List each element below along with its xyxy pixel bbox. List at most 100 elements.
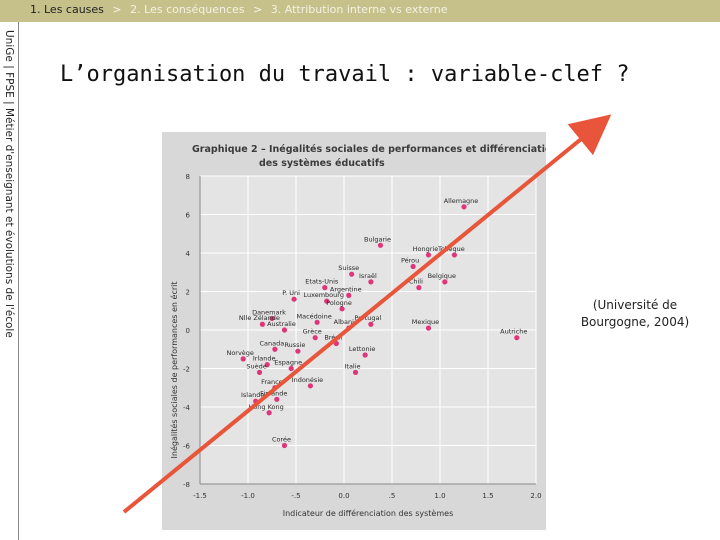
data-point [352, 369, 359, 375]
data-point-label: Italie [344, 362, 360, 370]
data-point-label: Lettonie [349, 345, 376, 353]
data-point [451, 252, 457, 258]
x-tick-label: 2.0 [530, 492, 541, 500]
y-tick-label: -4 [183, 404, 191, 412]
data-point-label: Suède [246, 362, 266, 370]
data-point [346, 325, 352, 331]
data-point [256, 369, 263, 375]
slide-title: L’organisation du travail : variable-cle… [60, 62, 630, 87]
x-tick-label: 0.0 [338, 492, 349, 500]
data-point-label: Bulgarie [364, 235, 391, 243]
x-tick-label: 1.5 [482, 492, 493, 500]
data-point-label: Israël [359, 272, 377, 280]
data-point [322, 285, 328, 291]
x-axis-label: Indicateur de différenciation des systèm… [283, 508, 454, 518]
data-point-label: Indonésie [292, 376, 323, 384]
data-point-label: Espagne [274, 359, 302, 367]
data-point [362, 352, 368, 358]
x-tick-label: -.5 [291, 492, 300, 500]
y-tick-label: -8 [183, 481, 190, 489]
data-point [259, 321, 265, 327]
data-point [377, 242, 384, 248]
data-point-label: Corée [272, 436, 291, 444]
sidebar [0, 22, 18, 540]
data-point [295, 348, 301, 354]
chart-figure: -1.5 -1.0 -.5 0.0 .5 1.0 1.5 2.0 8 6 4 2 0 -2 -4 -6 -8 Gr… [162, 132, 546, 530]
breadcrumb-item-attribution[interactable]: 3. Attribution interne vs externe [270, 3, 448, 16]
data-point [349, 271, 355, 277]
breadcrumb-item-causes[interactable]: 1. Les causes [30, 3, 104, 16]
slide-caption: (Université de Bourgogne, 2004) [580, 298, 690, 329]
data-point [281, 442, 288, 449]
data-point-label: Norvège [226, 349, 253, 357]
data-point [425, 325, 432, 331]
y-axis-label: Inégalités sociales de performances en é… [169, 282, 179, 459]
data-point-label: Russie [284, 341, 305, 349]
top-navigation-bar: 1. Les causes > 2. Les conséquences > 3.… [0, 0, 720, 22]
chart-title: Graphique 2 – Inégalités sociales de per… [192, 144, 546, 155]
breadcrumb: 1. Les causes > 2. Les conséquences > 3.… [30, 3, 447, 16]
data-point [272, 346, 278, 352]
data-point [416, 285, 422, 291]
data-point [339, 306, 345, 312]
data-point [274, 396, 280, 402]
y-tick-label: 8 [186, 173, 190, 181]
data-point-label: Suisse [338, 264, 359, 272]
data-point [346, 292, 352, 298]
y-tick-label: 0 [186, 327, 190, 335]
breadcrumb-item-consequences[interactable]: 2. Les conséquences [130, 3, 245, 16]
sidebar-divider [18, 22, 19, 540]
x-tick-label: -1.0 [241, 492, 255, 500]
sidebar-text: UniGe | FPSE | Métier d'enseignant et év… [3, 30, 15, 338]
data-point-label: Chili [409, 278, 423, 286]
data-point-label: Autriche [500, 328, 527, 336]
data-point-label: France [261, 378, 283, 386]
chart-title-line2: des systèmes éducatifs [259, 158, 385, 169]
data-point-label: Macédoine [297, 312, 332, 320]
data-point [266, 410, 272, 416]
data-point [425, 252, 432, 258]
y-tick-label: 4 [186, 250, 191, 258]
data-point [410, 263, 416, 270]
data-point-label: Allemagne [444, 197, 479, 205]
data-point [442, 279, 448, 285]
data-point [307, 383, 313, 389]
data-point-label: Finlande [260, 389, 287, 397]
data-point [240, 356, 246, 362]
y-tick-label: -2 [183, 366, 190, 374]
data-point-label: Portugal [354, 314, 381, 322]
x-tick-label: .5 [389, 492, 396, 500]
data-point-label: P. Uni [282, 289, 300, 297]
x-tick-label: -1.5 [193, 492, 207, 500]
data-point-label: Hong Kong [248, 403, 283, 411]
breadcrumb-separator: > [253, 3, 263, 16]
y-tick-label: 2 [186, 289, 190, 297]
data-point [288, 365, 294, 372]
data-point-label: Belgique [428, 272, 456, 280]
data-point [314, 319, 320, 325]
data-point-label: Tchèque [437, 245, 465, 253]
data-point-label: Canada [260, 339, 285, 347]
breadcrumb-separator: > [112, 3, 122, 16]
data-point-label: Pérou [401, 256, 419, 264]
data-point [514, 335, 520, 341]
data-point-label: Australie [267, 320, 296, 328]
data-point [368, 279, 374, 285]
data-point-label: Brésil [324, 333, 342, 341]
data-point [291, 296, 297, 302]
x-tick-label: 1.0 [434, 492, 445, 500]
data-point-label: Hongrie [413, 245, 439, 253]
data-point [281, 327, 288, 333]
y-tick-label: 6 [186, 212, 191, 220]
scatter-chart: -1.5 -1.0 -.5 0.0 .5 1.0 1.5 2.0 8 6 4 2 0 -2 -4 -6 -8 Gr… [169, 144, 546, 518]
data-point [368, 321, 374, 327]
data-point-label: Grèce [303, 328, 322, 336]
data-point [312, 335, 318, 341]
sidebar-label: UniGe | FPSE | Métier d'enseignant et év… [1, 30, 17, 350]
y-tick-label: -6 [183, 443, 191, 451]
data-point-label: Mexique [412, 318, 439, 326]
data-point-label: Albanie [334, 318, 358, 326]
data-point-label: Argentine [330, 285, 362, 293]
data-point-label: Pologne [326, 299, 352, 307]
data-point [333, 340, 339, 347]
